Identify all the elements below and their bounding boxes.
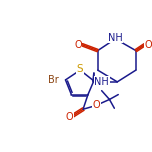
Text: Br: Br [48,75,59,85]
Text: O: O [66,112,73,122]
Text: O: O [74,40,82,50]
Text: S: S [77,64,83,74]
Text: NH: NH [94,77,109,87]
Text: O: O [145,40,152,50]
Text: NH: NH [108,33,123,43]
Text: O: O [93,100,101,110]
